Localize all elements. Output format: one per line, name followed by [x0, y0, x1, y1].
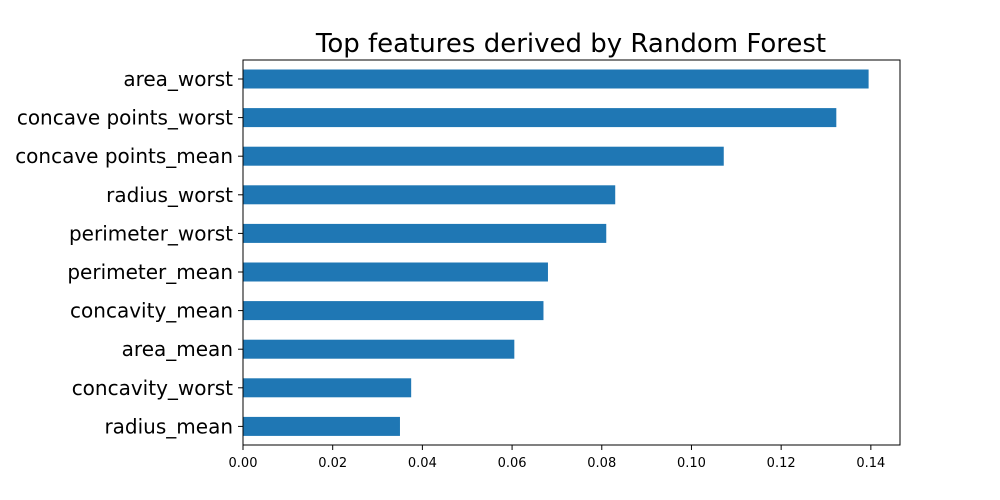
- x-tick-label: 0.00: [229, 456, 258, 471]
- bar-concave-points_worst: [243, 108, 837, 128]
- x-tick-label: 0.08: [587, 456, 616, 471]
- chart-title: Top features derived by Random Forest: [315, 29, 826, 59]
- bar-concavity_mean: [243, 301, 544, 321]
- category-label: concavity_worst: [72, 376, 233, 400]
- bar-perimeter_mean: [243, 262, 548, 282]
- category-label: perimeter_worst: [69, 221, 233, 245]
- x-tick-label: 0.12: [767, 456, 796, 471]
- bar-perimeter_worst: [243, 223, 607, 243]
- x-tick-label: 0.06: [498, 456, 527, 471]
- bar-area_mean: [243, 339, 515, 359]
- bar-concavity_worst: [243, 378, 412, 398]
- category-label: concave points_mean: [15, 144, 233, 168]
- plot-frame: [242, 59, 901, 446]
- bar-area_worst: [243, 69, 869, 89]
- category-label: perimeter_mean: [67, 260, 233, 284]
- bar-radius_worst: [243, 185, 616, 205]
- category-label: radius_worst: [106, 183, 233, 207]
- x-tick-label: 0.14: [856, 456, 885, 471]
- x-tick-label: 0.04: [408, 456, 437, 471]
- category-label: area_worst: [123, 67, 233, 91]
- category-label: concave points_worst: [17, 106, 233, 130]
- category-label: concavity_mean: [70, 299, 233, 323]
- category-label: radius_mean: [104, 414, 233, 438]
- category-label: area_mean: [122, 337, 233, 361]
- bars-group: [243, 69, 869, 436]
- x-tick-label: 0.02: [318, 456, 347, 471]
- x-tick-label: 0.10: [677, 456, 706, 471]
- x-axis: 0.00 0.02 0.04 0.06 0.08 0.10 0.12 0.14: [229, 78, 885, 471]
- bar-radius_mean: [243, 416, 400, 436]
- bar-concave-points_mean: [243, 146, 724, 166]
